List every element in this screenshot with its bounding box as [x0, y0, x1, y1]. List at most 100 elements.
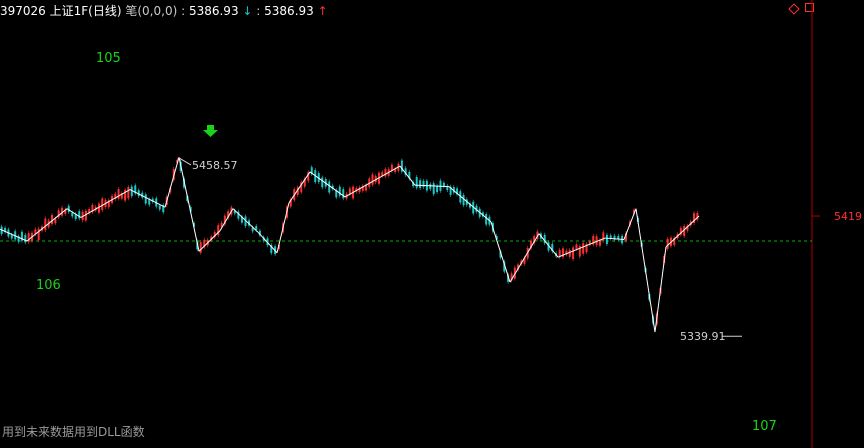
- stroke-segment: [344, 165, 401, 198]
- candle-body: [503, 261, 506, 272]
- candle-body: [551, 243, 554, 252]
- candle-body: [348, 188, 351, 195]
- candle-body: [162, 205, 165, 213]
- candle-body: [217, 225, 220, 236]
- candle-body: [595, 236, 598, 246]
- stroke-count-label: 106: [36, 278, 61, 293]
- stroke-segment: [557, 237, 606, 258]
- candle-body: [439, 180, 442, 191]
- candle-body: [300, 182, 303, 193]
- candle-body: [598, 239, 601, 246]
- stroke-segment: [0, 228, 28, 242]
- candle-body: [134, 185, 137, 194]
- high-pointer: [178, 157, 192, 166]
- candle-body: [220, 222, 223, 228]
- up-arrow-icon: ↑: [317, 4, 328, 18]
- candle-body: [141, 192, 144, 198]
- candle-body: [562, 248, 565, 257]
- candle-body: [27, 233, 30, 243]
- stroke-segment: [129, 189, 166, 208]
- stroke-segment: [538, 233, 559, 258]
- candle-body: [568, 249, 571, 257]
- right-axis-tick-label: 5419: [834, 210, 862, 223]
- candle-body: [203, 239, 206, 248]
- candle-body: [696, 212, 699, 220]
- candle-body: [432, 183, 435, 195]
- candle-body: [693, 213, 696, 223]
- candle-body: [67, 205, 70, 212]
- stroke-segment: [665, 215, 700, 248]
- candle-body: [469, 203, 471, 208]
- candle-body: [74, 213, 77, 220]
- candle-body: [529, 240, 532, 249]
- candle-body: [210, 236, 213, 241]
- candle-body: [266, 238, 269, 246]
- candle-body: [307, 172, 310, 181]
- candle-body: [507, 274, 510, 282]
- candle-body: [310, 167, 313, 175]
- candle-body: [436, 185, 439, 193]
- candle-body: [255, 226, 258, 230]
- candle-body: [517, 264, 520, 270]
- candle-body: [328, 181, 331, 193]
- candle-body: [84, 210, 87, 221]
- stroke-segment: [66, 208, 82, 218]
- candle-body: [44, 218, 47, 231]
- candle-body: [412, 182, 415, 187]
- candle-body: [4, 227, 7, 232]
- candle-body: [686, 225, 689, 231]
- candle-body: [358, 187, 361, 193]
- candle-body: [510, 273, 513, 281]
- candle-body: [270, 245, 273, 253]
- stroke-segment: [654, 246, 667, 333]
- stroke-segment: [414, 184, 450, 188]
- stroke-segment: [635, 208, 656, 333]
- candle-body: [625, 233, 627, 241]
- candle-body: [81, 211, 84, 221]
- candle-body: [459, 191, 462, 203]
- candle-body: [582, 243, 585, 254]
- candle-body: [130, 186, 133, 197]
- candle-body: [107, 200, 110, 208]
- candle-body: [609, 235, 612, 239]
- candle-body: [400, 160, 403, 172]
- candle-body: [158, 205, 161, 210]
- candle-body: [120, 193, 123, 199]
- indicator-value-1: 5386.93: [188, 4, 239, 18]
- candle-body: [10, 234, 13, 239]
- candle-body: [523, 257, 526, 264]
- candle-body: [361, 185, 364, 191]
- stroke-segment: [219, 208, 234, 231]
- candle-body: [278, 244, 280, 249]
- maximize-square-icon[interactable]: [805, 3, 814, 12]
- candle-body: [495, 235, 498, 240]
- candle-body: [244, 216, 247, 226]
- candle-body: [394, 168, 397, 173]
- candle-body: [585, 243, 588, 253]
- candle-body: [446, 185, 449, 191]
- stroke-segment: [604, 237, 625, 241]
- candle-body: [384, 169, 387, 177]
- candle-body: [673, 237, 676, 245]
- candle-body: [633, 209, 635, 214]
- candle-body: [617, 235, 620, 240]
- stroke-segment: [164, 157, 180, 208]
- candle-body: [117, 189, 120, 199]
- candle-body: [368, 178, 371, 187]
- candle-body: [233, 210, 236, 214]
- candle-body: [54, 218, 57, 224]
- candle-body: [481, 212, 484, 217]
- stroke-segment: [80, 189, 131, 218]
- candle-body: [342, 189, 345, 199]
- candle-body: [289, 199, 292, 207]
- candle-body: [536, 231, 539, 239]
- candle-body: [602, 232, 605, 241]
- candle-body: [20, 231, 23, 241]
- candle-body: [683, 226, 686, 237]
- candle-body: [321, 177, 324, 188]
- candle-body: [442, 182, 445, 187]
- candle-body: [17, 236, 20, 242]
- candle-body: [578, 245, 581, 257]
- candle-body: [558, 249, 561, 258]
- stroke-segment: [623, 208, 637, 240]
